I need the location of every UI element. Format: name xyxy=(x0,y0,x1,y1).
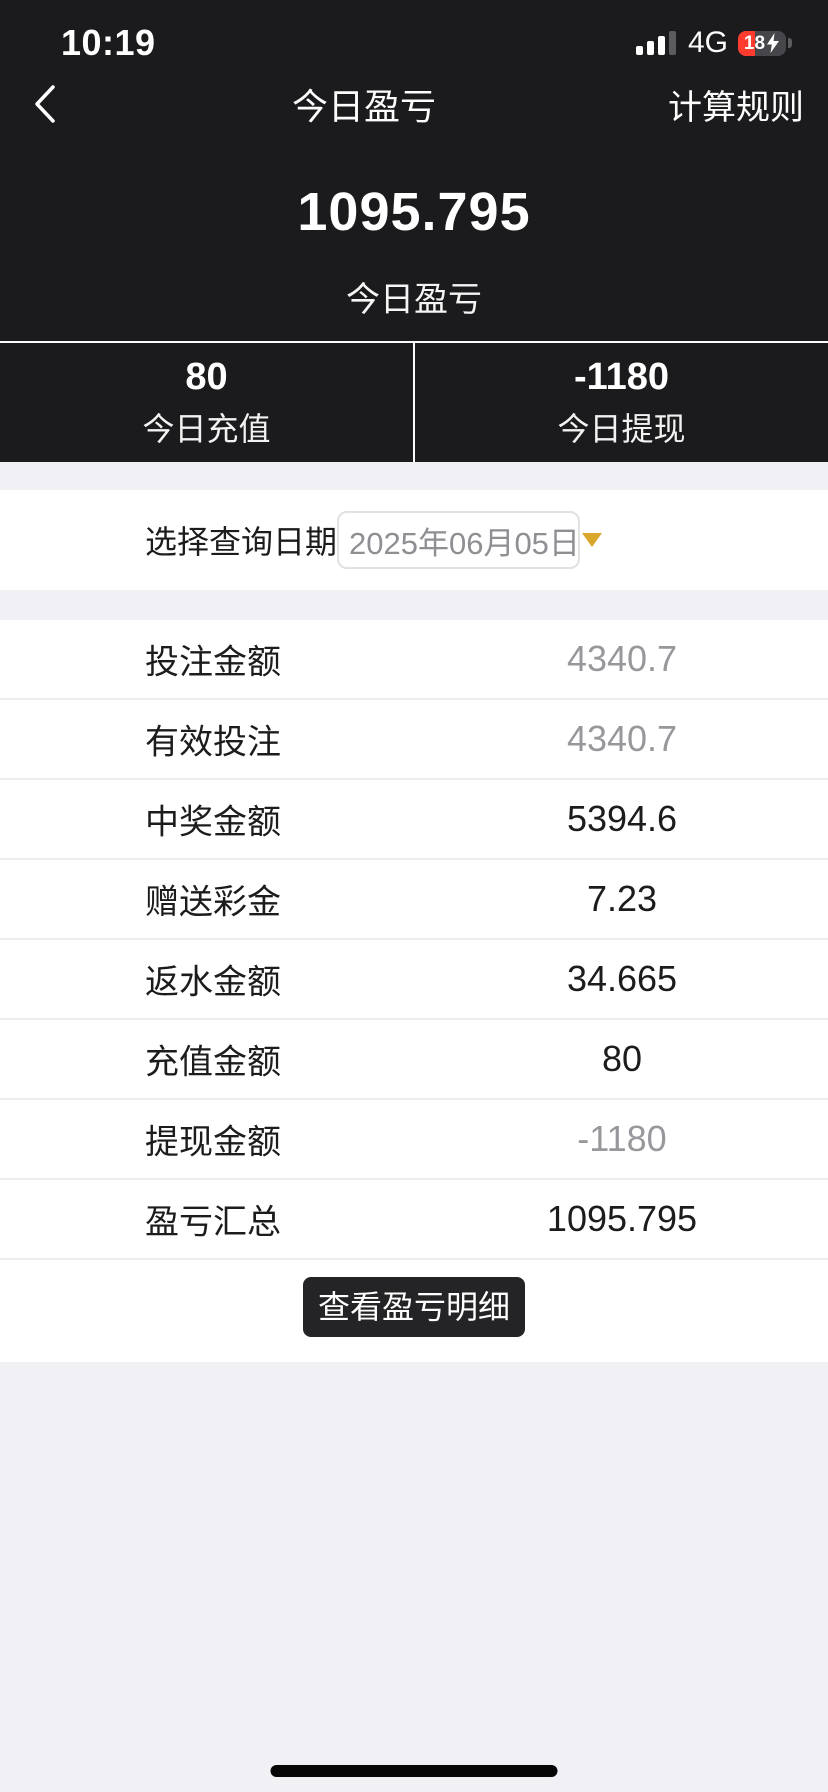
today-profit-amount: 1095.795 xyxy=(297,182,531,242)
today-deposit-value: 80 xyxy=(185,356,228,398)
battery-level-fill xyxy=(738,30,755,56)
battery-percent-value: 18 xyxy=(743,32,766,54)
row-label: 返水金额 xyxy=(145,963,281,1002)
today-withdrawal-summary: -1180 今日提现 xyxy=(415,343,828,462)
row-label: 赠送彩金 xyxy=(145,883,281,922)
section-gap xyxy=(0,462,828,490)
status-bar: 10:19 4G 18 xyxy=(0,0,828,66)
nav-bar: 今日盈亏 计算规则 xyxy=(0,66,828,142)
row-value: 7.23 xyxy=(586,878,658,919)
row-value: -1180 xyxy=(577,1118,667,1159)
status-time: 10:19 xyxy=(61,22,156,63)
bottom-spacer xyxy=(0,1362,828,1792)
button-section: 查看盈亏明细 xyxy=(0,1260,828,1362)
calculation-rules-link[interactable]: 计算规则 xyxy=(668,88,804,127)
date-filter-label: 选择查询日期 xyxy=(145,524,338,560)
section-gap xyxy=(0,590,828,620)
table-row-withdrawal-amount: 提现金额 -1180 xyxy=(0,1100,828,1180)
battery-cap xyxy=(788,38,792,48)
view-profit-details-button[interactable]: 查看盈亏明细 xyxy=(303,1277,525,1337)
row-label: 投注金额 xyxy=(145,643,281,682)
row-label: 充值金额 xyxy=(145,1043,281,1082)
battery-body: 18 xyxy=(738,30,786,56)
row-label: 中奖金额 xyxy=(145,803,281,842)
table-row-bet-amount: 投注金额 4340.7 xyxy=(0,620,828,700)
table-row-deposit-amount: 充值金额 80 xyxy=(0,1020,828,1100)
date-picker[interactable]: 2025年06月05日 xyxy=(337,511,602,569)
today-withdrawal-value: -1180 xyxy=(573,356,670,398)
today-deposit-summary: 80 今日充值 xyxy=(0,343,413,462)
battery-icon: 18 xyxy=(738,30,792,56)
row-value: 34.665 xyxy=(566,958,678,999)
dropdown-arrow-icon xyxy=(581,533,602,547)
table-row-winning-amount: 中奖金额 5394.6 xyxy=(0,780,828,860)
row-value: 4340.7 xyxy=(566,718,678,759)
signal-bar xyxy=(646,41,654,55)
signal-bar xyxy=(668,31,676,55)
back-button[interactable] xyxy=(0,83,60,125)
row-value: 5394.6 xyxy=(566,798,678,839)
page-title: 今日盈亏 xyxy=(291,86,436,127)
date-picker-value: 2025年06月05日 xyxy=(349,525,580,561)
signal-strength-icon xyxy=(635,31,676,55)
today-profit-label: 今日盈亏 xyxy=(346,281,482,319)
status-indicators: 4G 18 xyxy=(635,26,792,60)
network-type-label: 4G xyxy=(687,26,728,59)
battery-percent-label: 18 xyxy=(744,33,780,53)
table-row-bonus: 赠送彩金 7.23 xyxy=(0,860,828,940)
charging-bolt-icon xyxy=(767,33,780,53)
table-row-valid-bet: 有效投注 4340.7 xyxy=(0,700,828,780)
row-label: 盈亏汇总 xyxy=(145,1203,281,1242)
horizontal-divider xyxy=(0,341,828,343)
back-chevron-icon xyxy=(35,85,55,123)
row-label: 提现金额 xyxy=(145,1123,281,1162)
amounts-table: 投注金额 4340.7 有效投注 4340.7 中奖金额 5394.6 赠送彩金… xyxy=(0,620,828,1260)
signal-bar xyxy=(657,36,665,55)
today-deposit-label: 今日充值 xyxy=(142,411,271,447)
header-section: 10:19 4G 18 xyxy=(0,0,828,462)
table-row-profit-total: 盈亏汇总 1095.795 xyxy=(0,1180,828,1260)
today-withdrawal-label: 今日提现 xyxy=(557,411,686,447)
row-value: 4340.7 xyxy=(566,638,678,679)
row-value: 80 xyxy=(601,1038,643,1079)
date-filter-row: 选择查询日期 2025年06月05日 xyxy=(0,490,828,590)
summary-columns: 80 今日充值 -1180 今日提现 xyxy=(0,343,828,462)
row-label: 有效投注 xyxy=(145,723,281,762)
home-indicator[interactable] xyxy=(270,1765,558,1777)
table-row-rebate: 返水金额 34.665 xyxy=(0,940,828,1020)
row-value: 1095.795 xyxy=(546,1198,698,1239)
signal-bar xyxy=(635,46,643,55)
vertical-divider xyxy=(413,343,415,462)
